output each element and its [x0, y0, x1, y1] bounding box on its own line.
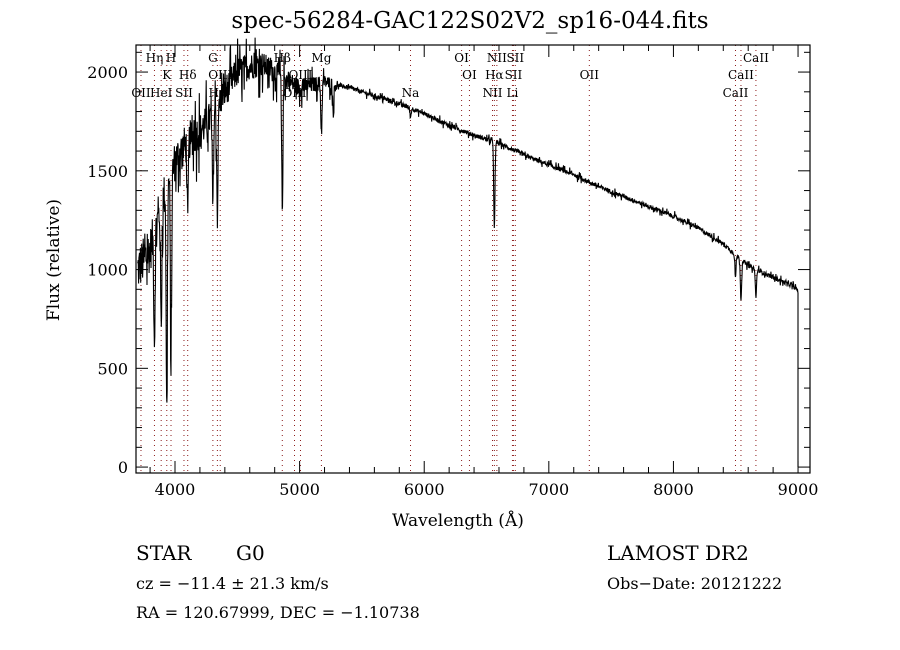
spectral-line-label: SII: [505, 68, 523, 82]
object-class: STAR: [136, 541, 192, 565]
spectral-line-label: Mg: [311, 51, 331, 65]
spectral-line-label: CaII: [728, 68, 754, 82]
spectral-line-label: G: [208, 51, 218, 65]
spectrum-line: [137, 37, 799, 468]
spectral-line-label: K: [162, 68, 172, 82]
survey-name: LAMOST DR2: [607, 541, 749, 565]
chart-title: spec-56284-GAC122S02V2_sp16-044.fits: [231, 8, 709, 34]
y-tick-label: 500: [97, 359, 128, 378]
x-tick-label: 7000: [528, 480, 569, 499]
object-subclass: G0: [236, 541, 265, 565]
x-tick-label: 5000: [279, 480, 320, 499]
spectral-line-label: CaII: [723, 86, 749, 100]
spectral-line-label: NII: [483, 86, 503, 100]
y-tick-label: 1500: [87, 162, 128, 181]
x-tick-label: 8000: [653, 480, 694, 499]
y-tick-label: 1000: [87, 261, 128, 280]
spectral-line-label: OIII: [288, 68, 312, 82]
obs-date: Obs−Date: 20121222: [607, 574, 783, 593]
x-axis-label: Wavelength (Å): [392, 511, 524, 531]
y-tick-label: 0: [118, 458, 128, 477]
spectral-line-label: Hη: [146, 51, 164, 65]
spectral-line-label: OIII: [208, 68, 232, 82]
spectral-line-label: Hα: [485, 68, 504, 82]
spectral-line-label: OI: [462, 68, 477, 82]
spectral-line-label: HeI: [150, 86, 173, 100]
spectral-line-label: SII: [506, 51, 524, 65]
x-tick-label: 9000: [778, 480, 819, 499]
spectral-line-label: Hβ: [274, 51, 291, 65]
spectral-line-label: NII: [487, 51, 507, 65]
spectral-line-label: Na: [402, 86, 420, 100]
spectral-line-label: H: [166, 51, 176, 65]
spectral-line-label: OII: [131, 86, 151, 100]
spectral-line-label: Hγ: [209, 86, 227, 100]
spectral-line-label: OIII: [282, 86, 306, 100]
redshift-cz: cz = −11.4 ± 21.3 km/s: [136, 574, 329, 593]
axes-frame: [135, 44, 811, 474]
spectral-line-label: Li: [507, 86, 519, 100]
spectral-line-label: OII: [580, 68, 600, 82]
y-tick-label: 2000: [87, 63, 128, 82]
spectral-line-label: OI: [454, 51, 469, 65]
ra-dec-coords: RA = 120.67999, DEC = −1.10738: [136, 603, 420, 622]
x-tick-label: 4000: [155, 480, 196, 499]
spectral-line-label: CaII: [743, 51, 769, 65]
spectral-line-label: SII: [175, 86, 193, 100]
spectral-line-label: Hδ: [179, 68, 197, 82]
y-axis-label: Flux (relative): [44, 198, 64, 322]
x-tick-label: 6000: [404, 480, 445, 499]
